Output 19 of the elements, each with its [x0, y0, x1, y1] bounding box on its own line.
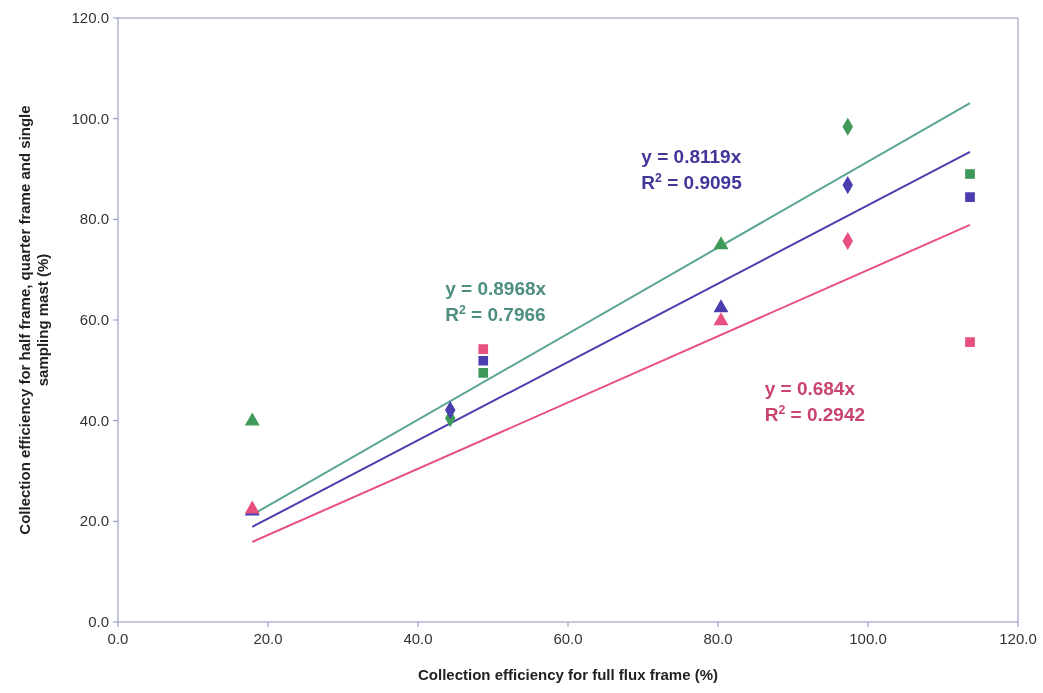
y-tick-label: 100.0: [71, 109, 109, 127]
x-tick-label: 120.0: [999, 630, 1037, 647]
x-tick-label: 40.0: [403, 630, 433, 647]
x-tick-label: 80.0: [703, 630, 733, 647]
y-tick-label: 80.0: [79, 210, 109, 228]
y-axis-title: Collection efficiency for half frame, quarter frame and single sampling mast (%): [16, 105, 51, 535]
x-axis-title: Collection efficiency for full flux frame (%): [417, 666, 719, 683]
y-tick-label: 120.0: [71, 9, 109, 26]
y-tick-label: 60.0: [79, 311, 109, 328]
x-tick-label: 0.0: [107, 630, 129, 647]
x-tick-label: 60.0: [553, 630, 583, 647]
annotation: y = 0.684x R$^{2}$ = 0.2942: [764, 378, 866, 425]
y-tick-label: 40.0: [79, 411, 109, 429]
annotation: y = 0.8968x R$^{2}$ = 0.7966: [445, 277, 547, 325]
x-tick-label: 100.0: [849, 630, 887, 647]
y-tick-label: 0.0: [88, 613, 109, 630]
x-tick-label: 20.0: [253, 630, 283, 647]
y-tick-label: 20.0: [79, 512, 109, 530]
annotation: y = 0.8119x R$^{2}$ = 0.9095: [641, 146, 743, 194]
